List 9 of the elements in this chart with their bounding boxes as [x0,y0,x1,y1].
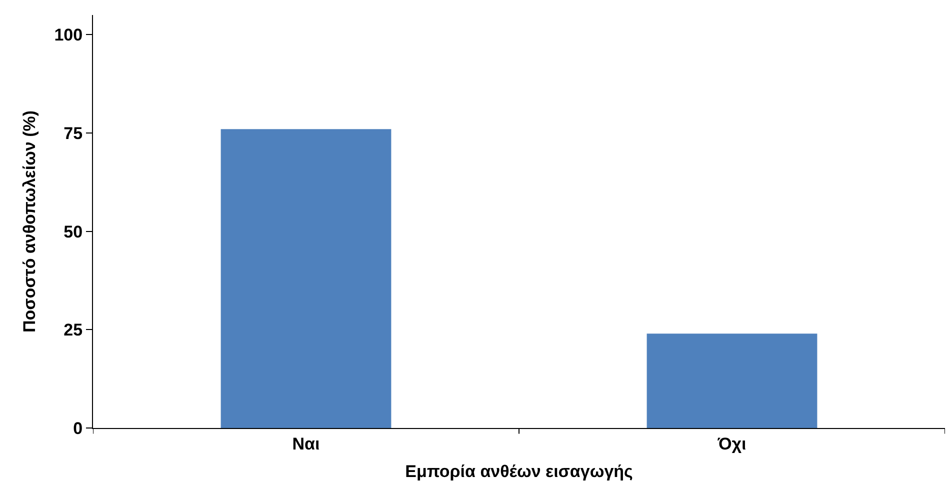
y-axis-title: Ποσοστό ανθοπωλείων (%) [20,110,39,333]
y-tick-label: 0 [73,418,83,438]
x-tick-label: Όχι [716,434,747,454]
y-tick-label: 25 [64,320,83,340]
y-tick-label: 75 [64,124,83,143]
x-tick-label: Ναι [292,434,320,454]
y-tick-label: 50 [64,222,83,242]
x-axis-title: Εμπορία ανθέων εισαγωγής [405,462,634,481]
y-tick-label: 100 [54,26,83,45]
